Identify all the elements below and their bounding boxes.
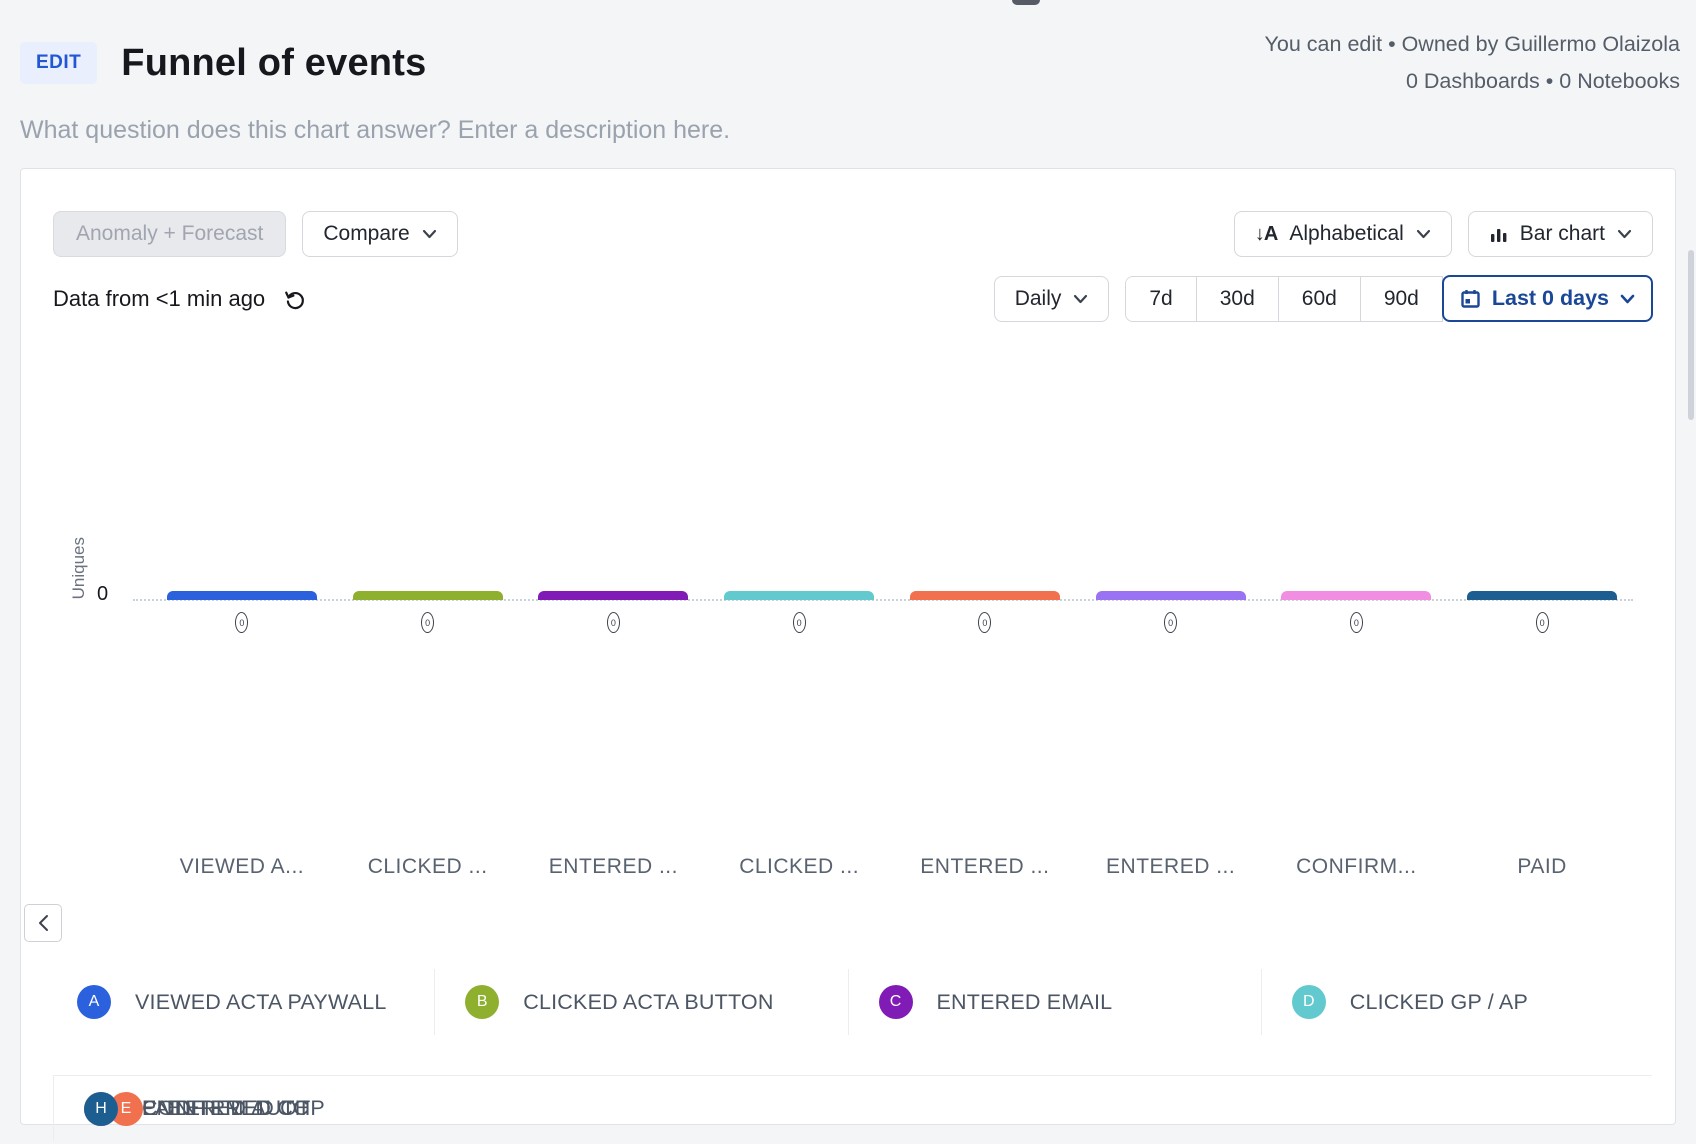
granularity-button[interactable]: Daily xyxy=(993,275,1110,322)
bar-chart-icon xyxy=(1490,228,1507,242)
bar-entered-email[interactable] xyxy=(538,591,689,600)
legend-item-paid[interactable]: H PAID xyxy=(53,1075,1652,1141)
chevron-down-icon xyxy=(1074,294,1088,303)
date-range-button[interactable]: Last 0 days xyxy=(1441,275,1653,322)
range-7d-button[interactable]: 7d xyxy=(1126,276,1196,321)
chevron-down-icon xyxy=(422,229,436,239)
bars-row xyxy=(149,169,1635,600)
y-axis-tick: 0 xyxy=(97,583,109,605)
chevron-down-icon xyxy=(1620,294,1635,303)
chart-legend: A VIEWED ACTA PAYWALL B CLICKED ACTA BUT… xyxy=(21,969,1674,1141)
bar-paid[interactable] xyxy=(1467,591,1618,600)
legend-item-viewed-acta-paywall[interactable]: A VIEWED ACTA PAYWALL xyxy=(21,969,434,1035)
chart-type-label: Bar chart xyxy=(1519,222,1605,245)
value-badge: 0 xyxy=(235,612,249,633)
sort-label: Alphabetical xyxy=(1289,222,1404,245)
x-axis-labels: VIEWED A... CLICKED ... ENTERED ... CLIC… xyxy=(149,855,1635,879)
refresh-icon[interactable] xyxy=(283,287,307,311)
cutoff-avatar-fragment xyxy=(1012,0,1040,5)
value-badge: 0 xyxy=(978,612,992,633)
chevron-left-icon xyxy=(38,915,48,931)
range-90d-button[interactable]: 90d xyxy=(1359,276,1442,321)
value-badge: 0 xyxy=(792,612,806,633)
chevron-down-icon xyxy=(1416,229,1430,239)
page-scrollbar[interactable] xyxy=(1688,250,1694,420)
legend-label: CLICKED GP / AP xyxy=(1349,989,1529,1014)
sort-alphabetical-icon: ↓A xyxy=(1254,222,1278,245)
calendar-icon xyxy=(1461,290,1480,308)
value-badge: 0 xyxy=(1535,612,1549,633)
chevron-down-icon xyxy=(1617,229,1632,239)
chart-card: Anomaly + Forecast Compare ↓A Alphabetic… xyxy=(20,168,1676,1141)
legend-label: ENTERED AUTH xyxy=(142,1096,311,1120)
chart-meta: You can edit • Owned by Guillermo Olaizo… xyxy=(1265,26,1680,100)
legend-label: ENTERED EMAIL xyxy=(936,989,1113,1014)
legend-item-entered-email[interactable]: C ENTERED EMAIL xyxy=(847,969,1261,1035)
legend-item-clicked-gp-ap[interactable]: D CLICKED GP / AP xyxy=(1260,969,1674,1035)
permissions-text: You can edit • Owned by Guillermo Olaizo… xyxy=(1264,32,1680,56)
anomaly-forecast-button[interactable]: Anomaly + Forecast xyxy=(53,211,287,257)
bar-confirmed-otp[interactable] xyxy=(1281,591,1432,600)
value-badge: 0 xyxy=(606,612,620,633)
chart-type-button[interactable]: Bar chart xyxy=(1467,211,1653,257)
legend-badge-c: C xyxy=(878,985,913,1019)
controls-row: Data from <1 min ago Daily 7d 30d 60d 90… xyxy=(53,275,1653,322)
bar-viewed-acta-paywall[interactable] xyxy=(166,591,317,600)
range-30d-button[interactable]: 30d xyxy=(1195,276,1278,321)
edit-badge: EDIT xyxy=(20,42,98,84)
legend-badge-a: A xyxy=(77,985,111,1019)
x-axis-label: VIEWED A... xyxy=(179,855,305,878)
bar-entered-cc[interactable] xyxy=(909,591,1060,600)
toolbar-row: Anomaly + Forecast Compare ↓A Alphabetic… xyxy=(53,211,1653,257)
value-badge: 0 xyxy=(421,612,435,633)
x-axis-label: CONFIRM... xyxy=(1296,855,1417,878)
legend-badge-b: B xyxy=(465,985,500,1019)
sort-button[interactable]: ↓A Alphabetical xyxy=(1233,211,1452,257)
bar-entered-auth[interactable] xyxy=(1095,591,1246,600)
y-axis-label: Uniques xyxy=(69,537,88,600)
legend-badge-d: D xyxy=(1291,985,1326,1019)
value-badge: 0 xyxy=(1349,612,1363,633)
x-axis-label: CLICKED ... xyxy=(367,855,488,878)
data-freshness-text: Data from <1 min ago xyxy=(53,285,266,311)
x-axis-label: ENTERED ... xyxy=(920,855,1050,878)
legend-label: CONFIRMED OTP xyxy=(142,1096,325,1120)
usage-counts-text: 0 Dashboards • 0 Notebooks xyxy=(1405,69,1680,93)
granularity-label: Daily xyxy=(1014,286,1062,310)
bar-clicked-acta-button[interactable] xyxy=(352,591,503,600)
bar-clicked-gp-ap[interactable] xyxy=(724,591,875,600)
value-badge: 0 xyxy=(1164,612,1178,633)
legend-label: ENTERED CC xyxy=(167,1096,309,1120)
date-range-label: Last 0 days xyxy=(1491,286,1609,310)
page-title[interactable]: Funnel of events xyxy=(121,41,427,84)
legend-badge-h: H xyxy=(84,1091,118,1126)
x-axis-label: PAID xyxy=(1517,855,1567,878)
compare-button[interactable]: Compare xyxy=(302,211,458,257)
x-axis-label: ENTERED ... xyxy=(1106,855,1236,878)
collapse-panel-button[interactable] xyxy=(24,904,62,942)
zero-baseline xyxy=(133,599,1633,601)
x-axis-label: CLICKED ... xyxy=(739,855,860,878)
description-placeholder[interactable]: What question does this chart answer? En… xyxy=(20,116,731,144)
legend-item-clicked-acta-button[interactable]: B CLICKED ACTA BUTTON xyxy=(434,969,847,1035)
legend-label: VIEWED ACTA PAYWALL xyxy=(135,989,387,1014)
compare-label: Compare xyxy=(323,222,410,245)
range-60d-button[interactable]: 60d xyxy=(1277,276,1360,321)
x-axis-label: ENTERED ... xyxy=(548,855,678,878)
legend-label: PAID xyxy=(142,1096,192,1120)
range-segmented-control: 7d 30d 60d 90d xyxy=(1125,275,1443,322)
value-badges-row: 0 0 0 0 0 0 0 0 xyxy=(149,612,1635,633)
page-header: EDIT Funnel of events You can edit • Own… xyxy=(0,0,1696,145)
legend-label: CLICKED ACTA BUTTON xyxy=(523,989,774,1014)
